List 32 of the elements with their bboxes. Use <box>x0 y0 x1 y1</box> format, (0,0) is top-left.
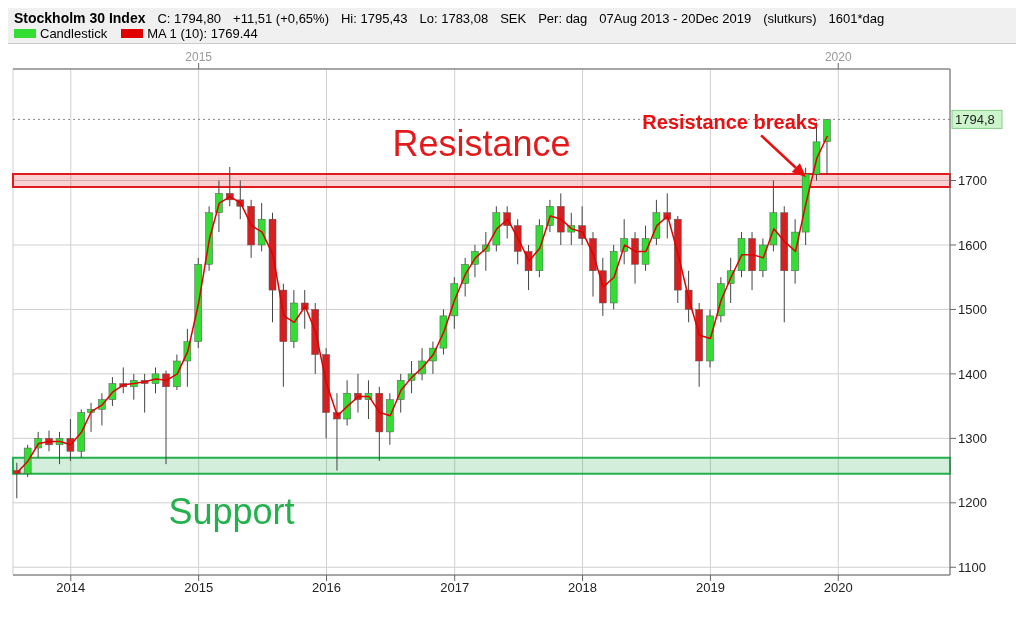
band-label: Support <box>168 490 295 532</box>
x2-tick-label: 2015 <box>185 50 213 64</box>
y-tick-label: 1200 <box>958 495 987 511</box>
x2-tick-label: 2020 <box>824 50 852 64</box>
text: +11,51 (+0,65%) <box>233 11 329 26</box>
ref-line-label: 1794,8 <box>955 112 995 128</box>
band-label: Resistance <box>392 123 571 165</box>
y-tick-label: 1300 <box>958 430 987 446</box>
x-tick-label: 2020 <box>823 580 853 596</box>
annotation: Resistance breaks <box>642 111 819 134</box>
y-tick-label: 1600 <box>958 237 987 253</box>
text: Hi: 1795,43 <box>340 11 408 26</box>
x-tick-label: 2018 <box>568 580 598 596</box>
chart-title: Stockholm 30 Index <box>14 10 146 26</box>
text: (slutkurs) <box>763 11 817 26</box>
text: Per: dag <box>538 11 588 26</box>
y-tick-label: 1700 <box>958 173 987 189</box>
text: SEK <box>500 11 527 26</box>
y-tick-label: 1400 <box>958 366 987 382</box>
x-tick-label: 2019 <box>695 580 725 596</box>
x-tick-label: 2016 <box>312 580 341 596</box>
y-tick-label: 1500 <box>958 302 987 318</box>
text: C: 1794,80 <box>157 11 222 26</box>
text: 1601*dag <box>828 11 885 26</box>
x-tick-label: 2015 <box>184 580 214 596</box>
y-tick-label: 1100 <box>958 559 986 575</box>
legend-label: MA 1 (10): 1769.44 <box>147 26 258 41</box>
text: Lo: 1783,08 <box>419 11 489 26</box>
text: 07Aug 2013 - 20Dec 2019 <box>599 11 752 26</box>
legend-label: Candlestick <box>40 26 108 41</box>
x-tick-label: 2017 <box>440 580 470 596</box>
x-tick-label: 2014 <box>56 580 86 596</box>
